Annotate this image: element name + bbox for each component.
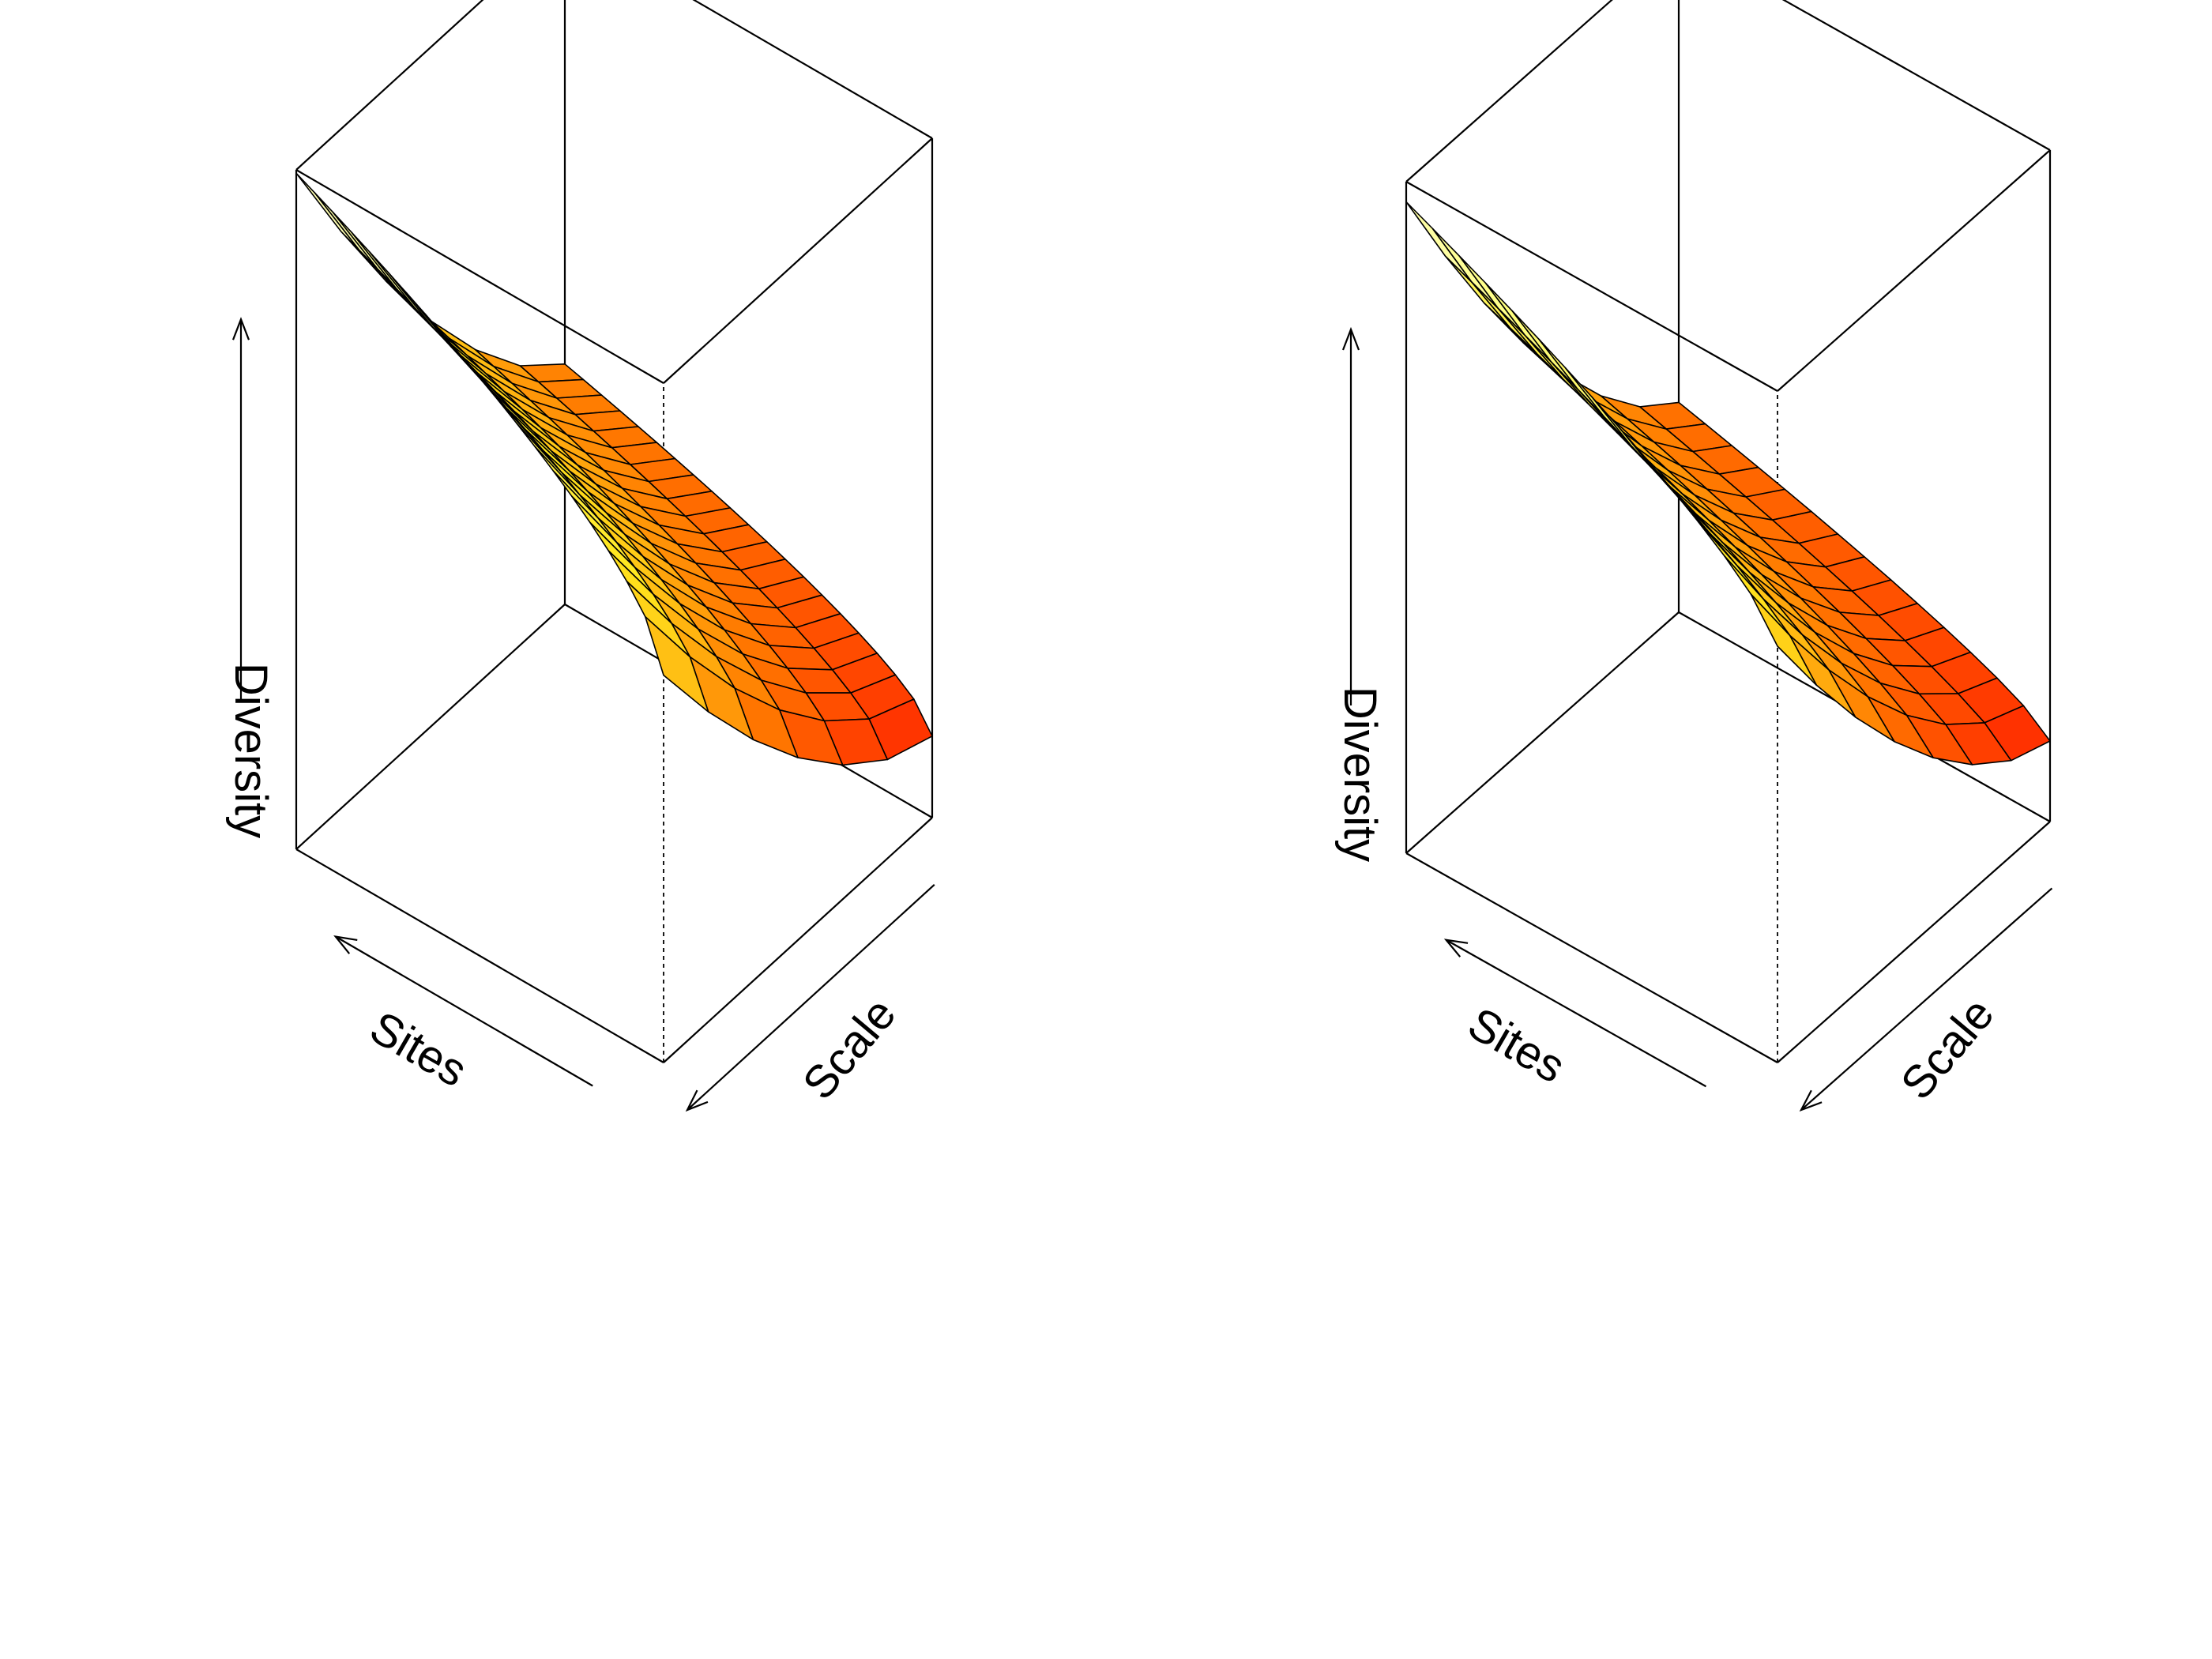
- box-edge: [692, 0, 933, 139]
- back-box-right: [1405, 0, 2052, 1063]
- box-edge: [295, 169, 664, 384]
- scale-arrow: [687, 883, 935, 1111]
- box-edge: [663, 817, 933, 1063]
- z-axis-label: Diversity: [1334, 687, 1386, 862]
- surface-mesh-left: [295, 172, 933, 766]
- box-edge: [1781, 0, 2051, 151]
- surface-facet: [644, 615, 709, 713]
- box-edge: [1405, 0, 1613, 182]
- surface-panel-left: Diversity Sites Scale: [225, 0, 935, 1112]
- sites-arrow: [1445, 939, 1707, 1088]
- surface-mesh-right: [1405, 201, 2051, 766]
- box-edge: [295, 848, 664, 1063]
- y-axis-label: Scale: [793, 988, 906, 1109]
- front-box-right: [1405, 821, 2051, 1063]
- box-edge: [1405, 852, 1778, 1063]
- scale-arrow: [1800, 887, 2053, 1111]
- sites-arrow-head: [1443, 939, 1469, 957]
- box-edge: [1777, 149, 2051, 392]
- sites-arrow: [335, 935, 593, 1087]
- surface-plot-right: Diversity Sites Scale: [1334, 0, 2053, 1112]
- surface-facet: [1431, 228, 1499, 310]
- box-edge: [1777, 821, 2051, 1063]
- scale-arrow-head: [1799, 1089, 1823, 1112]
- box-edge: [1405, 181, 1778, 392]
- box-edge: [1405, 611, 1680, 854]
- z-axis-label: Diversity: [225, 663, 276, 838]
- box-edge: [663, 137, 933, 384]
- y-axis-label: Scale: [1891, 988, 2004, 1109]
- x-axis-label: Sites: [362, 1002, 476, 1097]
- surface-facet: [1750, 593, 1818, 687]
- axis-arrows-right: [1341, 326, 2053, 1112]
- diversity-arrow-head: [1341, 326, 1360, 351]
- box-edge: [295, 604, 566, 850]
- axis-arrows-left: [231, 317, 935, 1112]
- front-box-left: [295, 817, 933, 1063]
- surface-panel-right: Diversity Sites Scale: [1106, 0, 2212, 1659]
- diversity-arrow-head: [231, 317, 250, 340]
- surface-facet: [1484, 282, 1552, 363]
- surface-facet: [1458, 254, 1525, 336]
- sites-arrow-head: [333, 935, 358, 954]
- box-edge: [295, 0, 484, 171]
- scale-arrow-head: [685, 1089, 709, 1112]
- back-box-left: [295, 0, 934, 1063]
- x-axis-label: Sites: [1460, 998, 1574, 1093]
- surface-plot-left: Diversity Sites Scale: [225, 0, 935, 1112]
